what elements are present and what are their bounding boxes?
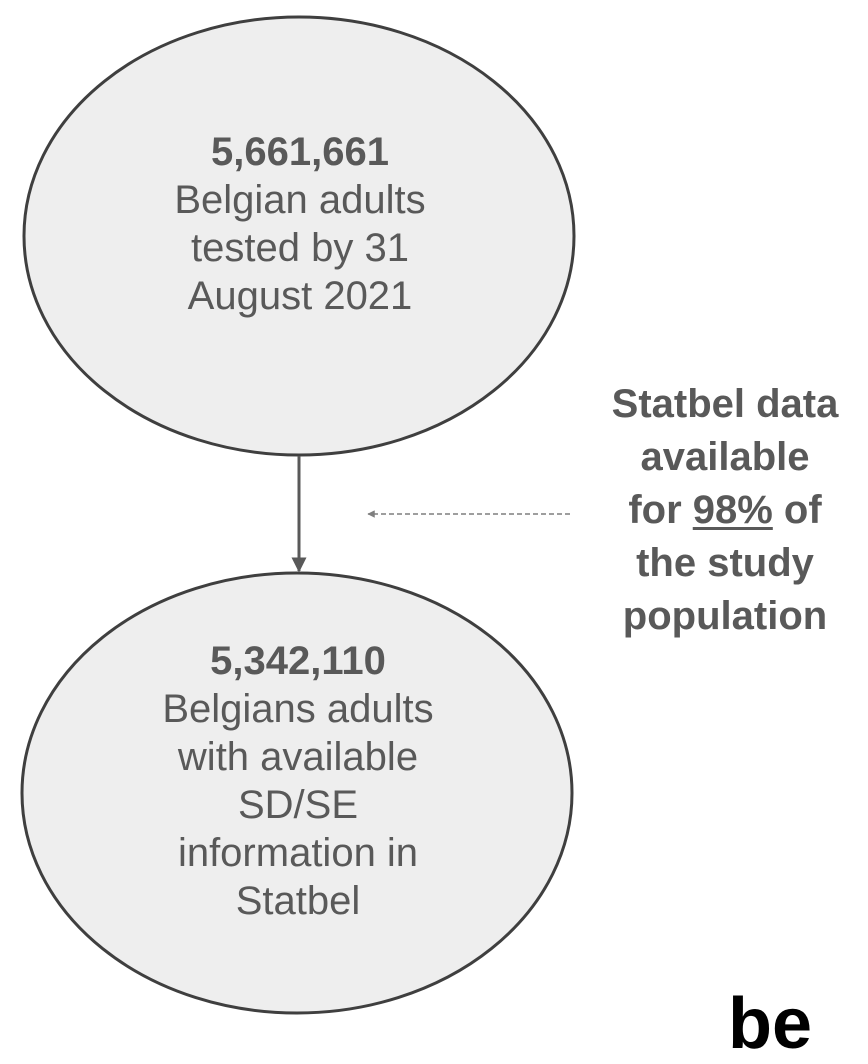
top-node-circle [22, 15, 576, 457]
bottom-node-description: Belgians adults with available SD/SE inf… [162, 687, 434, 923]
side-note-line-2: available [640, 435, 810, 479]
logo-fragment: be [728, 984, 813, 1064]
side-note: Statbel data available for 98% of the st… [580, 378, 868, 643]
side-note-line-1: Statbel data [611, 382, 839, 426]
bottom-node-label: 5,342,110 Belgians adults with available… [108, 637, 488, 925]
side-note-line-3-after: of [772, 488, 822, 532]
bottom-node-count: 5,342,110 [210, 639, 386, 683]
side-note-line-4: the study [636, 541, 814, 585]
side-note-line-3: for 98% of [580, 484, 868, 537]
flow-diagram [20, 15, 576, 1015]
side-note-percentage: 98% [692, 488, 773, 532]
top-node-count: 5,661,661 [211, 130, 389, 174]
bottom-node-circle [20, 571, 574, 1015]
top-node-description: Belgian adults tested by 31 August 2021 [174, 178, 426, 318]
top-node-label: 5,661,661 Belgian adults tested by 31 Au… [110, 128, 490, 320]
side-note-line-5: population [622, 594, 828, 638]
side-note-line-3-before: for [628, 488, 693, 532]
